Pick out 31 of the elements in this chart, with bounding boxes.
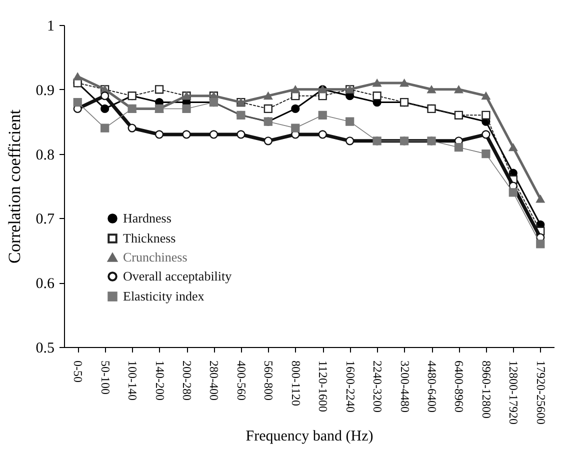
x-tick-label: 1120-1600	[316, 360, 330, 412]
x-tick-label: 50-100	[98, 360, 112, 394]
legend-label: Elasticity index	[123, 288, 205, 304]
x-tick-label: 1600-2240	[343, 360, 358, 412]
x-tick-label: 4480-6400	[425, 360, 439, 412]
x-tick-label: 200-280	[180, 360, 194, 400]
x-tick-label: 17920-25600	[534, 360, 548, 424]
x-tick-label: 800-1120	[288, 360, 303, 406]
y-tick-label: 1	[47, 18, 54, 34]
y-tick-label: 0.6	[36, 276, 55, 292]
legend-label: Crunchiness	[123, 250, 188, 264]
x-tick-label: 0-50	[71, 360, 86, 382]
x-tick-label: 280-400	[207, 360, 222, 400]
legend-label: Overall acceptability	[123, 268, 232, 284]
x-tick-label: 100-140	[126, 360, 140, 400]
y-axis-title: Correlation coefficient	[4, 109, 24, 264]
legend-label: Hardness	[123, 210, 172, 226]
x-tick-label: 6400-8960	[452, 360, 466, 412]
y-tick-label: 0.7	[36, 212, 55, 228]
x-tick-label: 400-560	[234, 360, 248, 400]
x-tick-label: 140-200	[152, 360, 167, 400]
x-tick-label: 12800-17920	[506, 360, 521, 424]
x-tick-label: 8960-12800	[479, 360, 494, 418]
y-tick-label: 0.5	[36, 340, 54, 356]
x-axis-title: Frequency band (Hz)	[246, 428, 374, 444]
y-tick-label: 0.9	[36, 82, 54, 99]
x-tick-label: 560-800	[262, 360, 276, 400]
legend-label: Thickness	[123, 230, 176, 246]
x-tick-label: 2240-3200	[370, 360, 385, 412]
y-tick-label: 0.8	[36, 147, 54, 164]
x-tick-label: 3200-4480	[398, 360, 412, 412]
